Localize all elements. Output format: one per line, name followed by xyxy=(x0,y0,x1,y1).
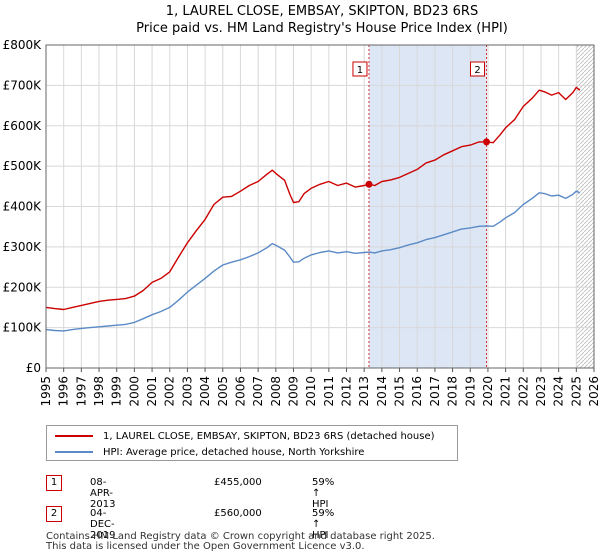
sale-marker-box-1 xyxy=(352,61,368,77)
x-tick-label-6: 2001 xyxy=(145,376,159,407)
x-tick-label-8: 2003 xyxy=(180,376,194,407)
sale-date-2: 04-DEC-2019 xyxy=(90,508,116,541)
chart-subtitle: Price paid vs. HM Land Registry's House … xyxy=(136,21,508,36)
legend-label-hpi: HPI: Average price, detached house, Nort… xyxy=(103,446,365,458)
y-tick-label-2: £200K xyxy=(3,280,43,294)
x-tick-label-18: 2013 xyxy=(357,376,371,407)
x-tick-label-10: 2005 xyxy=(216,376,230,407)
sale-price-1: £455,000 xyxy=(214,477,262,488)
x-tick-label-16: 2011 xyxy=(322,376,336,407)
y-tick-label-7: £700K xyxy=(3,78,43,92)
x-tick-label-15: 2010 xyxy=(304,376,318,407)
y-tick-label-1: £100K xyxy=(3,321,43,335)
legend-swatch-hpi xyxy=(55,451,93,453)
x-tick-label-28: 2023 xyxy=(534,376,548,407)
y-tick-label-4: £400K xyxy=(3,200,43,214)
legend-item-property: 1, LAUREL CLOSE, EMBSAY, SKIPTON, BD23 6… xyxy=(55,428,435,444)
x-tick-label-7: 2002 xyxy=(163,376,177,407)
sale-date-1: 08-APR-2013 xyxy=(90,477,116,510)
x-tick-label-2: 1997 xyxy=(74,376,88,407)
footer-attribution: Contains HM Land Registry data © Crown c… xyxy=(46,531,435,552)
x-tick-label-12: 2007 xyxy=(251,376,265,407)
y-tick-label-6: £600K xyxy=(3,119,43,133)
x-tick-label-25: 2020 xyxy=(481,376,495,407)
sale-point-2 xyxy=(483,138,491,146)
sale-marker-label-2: 2 xyxy=(474,65,480,76)
x-tick-label-4: 1999 xyxy=(110,376,124,407)
sale-marker-box-2 xyxy=(470,61,486,77)
price-chart: 1, LAUREL CLOSE, EMBSAY, SKIPTON, BD23 6… xyxy=(3,4,600,407)
sale-point-1 xyxy=(365,180,373,188)
x-tick-label-14: 2009 xyxy=(286,376,300,407)
x-tick-label-26: 2021 xyxy=(499,376,513,407)
sale-marker-1: 1 xyxy=(46,475,62,491)
sale-price-2: £560,000 xyxy=(214,508,262,519)
sale-marker-label-1: 1 xyxy=(357,65,363,76)
sale-hpi-2: 59% ↑ HPI xyxy=(312,508,335,541)
x-tick-label-17: 2012 xyxy=(340,376,354,407)
sale-hpi-1: 59% ↑ HPI xyxy=(312,477,335,510)
x-tick-label-27: 2022 xyxy=(516,376,530,407)
x-tick-label-24: 2019 xyxy=(463,376,477,407)
x-tick-label-5: 2000 xyxy=(127,376,141,407)
legend-label-property: 1, LAUREL CLOSE, EMBSAY, SKIPTON, BD23 6… xyxy=(103,430,435,442)
legend: 1, LAUREL CLOSE, EMBSAY, SKIPTON, BD23 6… xyxy=(46,425,458,461)
x-tick-label-3: 1998 xyxy=(92,376,106,407)
x-tick-label-1: 1996 xyxy=(57,376,71,407)
y-tick-label-3: £300K xyxy=(3,240,43,254)
x-tick-label-19: 2014 xyxy=(375,376,389,407)
x-tick-label-31: 2026 xyxy=(587,376,600,407)
x-tick-label-22: 2017 xyxy=(428,376,442,407)
series-line-property xyxy=(45,86,581,311)
x-tick-label-11: 2006 xyxy=(233,376,247,407)
x-tick-label-30: 2025 xyxy=(569,376,583,407)
x-tick-label-13: 2008 xyxy=(269,376,283,407)
legend-swatch-property xyxy=(55,435,93,437)
sale-marker-2: 2 xyxy=(46,506,62,522)
y-tick-label-8: £800K xyxy=(3,38,43,52)
legend-item-hpi: HPI: Average price, detached house, Nort… xyxy=(55,444,364,460)
x-tick-label-0: 1995 xyxy=(39,376,53,407)
x-tick-label-29: 2024 xyxy=(552,376,566,407)
x-tick-label-21: 2016 xyxy=(410,376,424,407)
y-tick-label-0: £0 xyxy=(26,361,41,375)
x-tick-label-20: 2015 xyxy=(393,376,407,407)
plot-border xyxy=(45,44,595,369)
x-tick-label-9: 2004 xyxy=(198,376,212,407)
x-tick-label-23: 2018 xyxy=(446,376,460,407)
chart-title: 1, LAUREL CLOSE, EMBSAY, SKIPTON, BD23 6… xyxy=(166,4,478,19)
series-line-hpi xyxy=(45,190,581,332)
plot-area: £0 £100K £200K £300K £400K £500K £600K £700K £80… xyxy=(3,38,600,407)
y-tick-label-5: £500K xyxy=(3,159,43,173)
